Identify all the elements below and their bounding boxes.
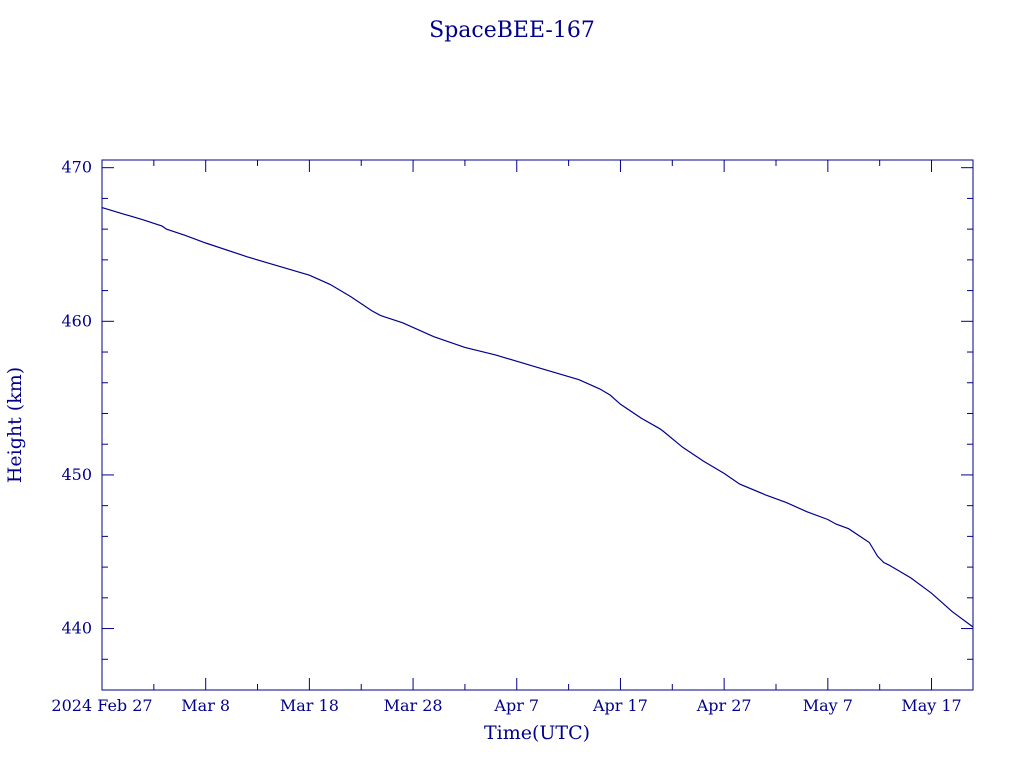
y-tick-label: 470 [61,158,92,177]
x-tick-label: Apr 7 [493,696,539,715]
y-axis-label: Height (km) [4,367,26,483]
y-tick-label: 440 [61,619,92,638]
x-tick-label: Apr 27 [696,696,752,715]
x-axis-label: Time(UTC) [484,722,590,744]
height-series-line [101,207,974,628]
y-axis: 440 450 460 470 [61,158,973,691]
x-tick-label: Apr 17 [592,696,648,715]
x-tick-label: Mar 18 [280,696,339,715]
x-tick-label: 2024 Feb 27 [51,696,152,715]
x-tick-label: Mar 8 [181,696,230,715]
x-tick-label: May 7 [803,696,853,715]
chart-title: SpaceBEE-167 [429,18,595,43]
x-axis: 2024 Feb 27 Mar 8 Mar 18 Mar 28 Apr 7 Apr 17 A… [51,160,962,715]
plot-frame [101,159,974,691]
x-tick-label: May 17 [901,696,961,715]
x-tick-label: Mar 28 [384,696,443,715]
y-tick-label: 450 [61,465,92,484]
y-tick-label: 460 [61,311,92,330]
